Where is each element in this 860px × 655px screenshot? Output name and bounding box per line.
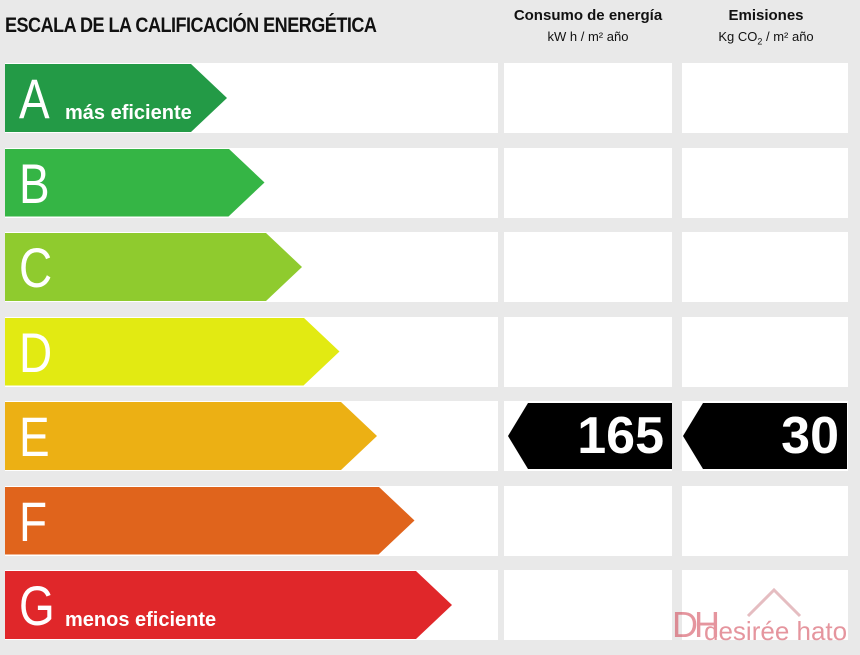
- brand-watermark: DH desirée hato: [668, 586, 858, 650]
- house-roof-icon: [746, 587, 802, 618]
- energy-cell: [504, 485, 672, 556]
- emissions-cell: [682, 63, 848, 133]
- rating-arrow-b: B: [5, 149, 265, 217]
- rating-letter: A: [19, 67, 50, 130]
- emissions-unit-prefix: Kg CO: [718, 29, 758, 44]
- rating-letter: E: [19, 405, 50, 468]
- energy-cell: [504, 147, 672, 218]
- brand-logo-mark: DH: [672, 604, 720, 645]
- emissions-value-marker: 30: [683, 403, 847, 469]
- energy-column-title: Consumo de energía: [513, 7, 663, 24]
- page-title: ESCALA DE LA CALIFICACIÓN ENERGÉTICA: [5, 14, 377, 37]
- rating-letter: B: [19, 151, 50, 215]
- energy-column-header: Consumo de energía kW h / m² año: [503, 6, 673, 48]
- rating-arrow-c: C: [5, 233, 302, 301]
- rating-letter: C: [19, 236, 53, 299]
- rating-row-e: E 165 30: [0, 401, 860, 471]
- brand-name: desirée hato: [704, 616, 848, 646]
- energy-cell: [504, 316, 672, 387]
- emissions-cell: [682, 147, 848, 218]
- emissions-unit-sub: 2: [757, 36, 763, 47]
- emissions-column-title: Emisiones: [728, 7, 804, 24]
- rating-letter: G: [19, 574, 55, 637]
- emissions-cell: [682, 232, 848, 302]
- rating-letter: D: [19, 320, 53, 384]
- rating-arrow-d: D: [5, 318, 340, 386]
- energy-cell: [504, 232, 672, 302]
- rating-sublabel: menos eficiente: [65, 609, 217, 631]
- emissions-column-header: Emisiones Kg CO2 / m² año: [681, 6, 851, 53]
- rating-row-c: C: [0, 232, 860, 302]
- rating-row-f: F: [0, 485, 860, 556]
- rating-sublabel: más eficiente: [65, 102, 192, 124]
- energy-cell: [504, 570, 672, 640]
- rating-arrow-e: E: [5, 402, 377, 470]
- rating-row-d: D: [0, 316, 860, 387]
- energy-column-unit: kW h / m² año: [547, 29, 629, 44]
- rating-letter: F: [19, 489, 48, 553]
- energy-value: 165: [577, 407, 664, 465]
- emissions-cell: [682, 570, 848, 640]
- emissions-unit-suffix: / m² año: [762, 29, 814, 44]
- emissions-cell: [682, 485, 848, 556]
- emissions-column-unit: Kg CO2 / m² año: [681, 26, 851, 53]
- rating-row-b: B: [0, 147, 860, 218]
- rating-arrow-f: F: [5, 487, 415, 555]
- energy-value-marker: 165: [508, 403, 672, 469]
- emissions-value: 30: [781, 407, 839, 465]
- emissions-cell: [682, 316, 848, 387]
- energy-cell: [504, 63, 672, 133]
